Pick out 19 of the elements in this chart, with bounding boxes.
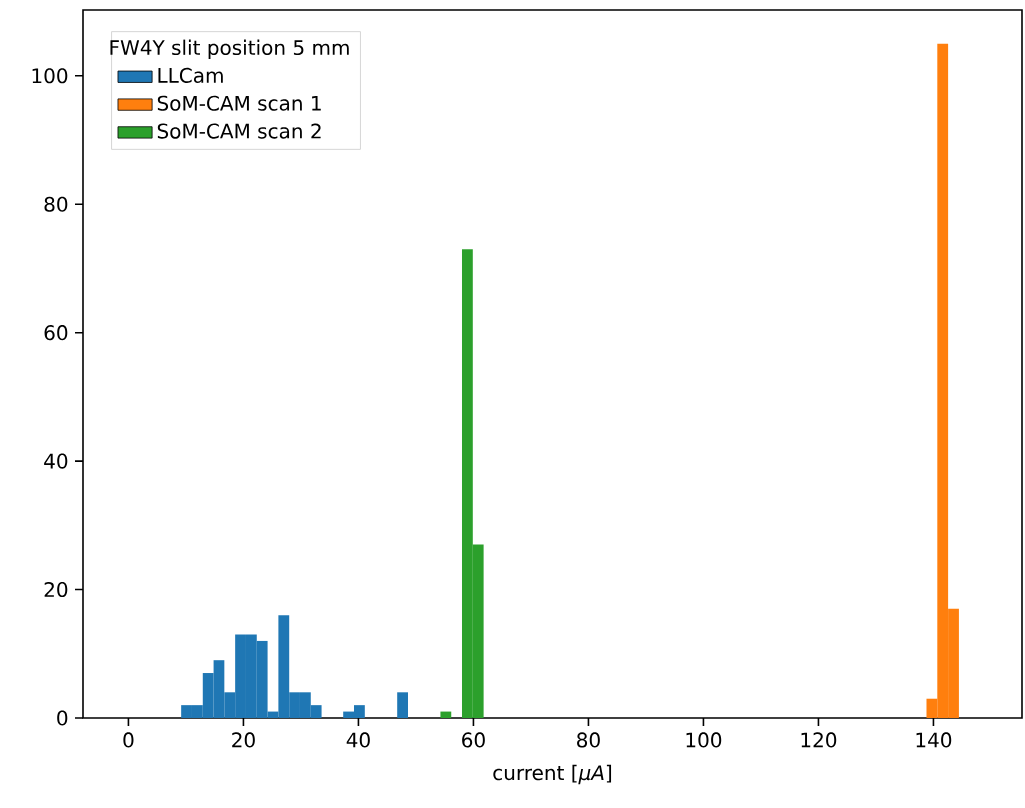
y-tick-label: 100 [32, 68, 68, 84]
legend-label: LLCam [158, 67, 223, 83]
x-tick-label: 140 [916, 732, 952, 748]
y-tick-label: 60 [44, 325, 68, 341]
y-tick-label: 20 [44, 581, 68, 598]
y-tick-label: 0 [57, 710, 68, 726]
y-tick-label: 80 [44, 196, 68, 212]
x-tick-label: 20 [232, 732, 255, 748]
x-tick-label: 60 [462, 732, 485, 748]
y-tick-label: 40 [44, 453, 68, 469]
x-tick-label: 40 [346, 732, 370, 748]
x-tick-label: 120 [801, 732, 837, 748]
x-tick-label: 100 [686, 732, 722, 748]
legend-title: FW4Y slit position 5 mm [110, 39, 349, 59]
legend-label: SoM-CAM scan 2 [157, 123, 321, 139]
x-tick-label: 80 [577, 732, 600, 748]
x-axis-title: current [μA] [493, 764, 612, 785]
x-tick-label: 0 [123, 732, 134, 748]
legend-label: SoM-CAM scan 1 [157, 95, 321, 111]
